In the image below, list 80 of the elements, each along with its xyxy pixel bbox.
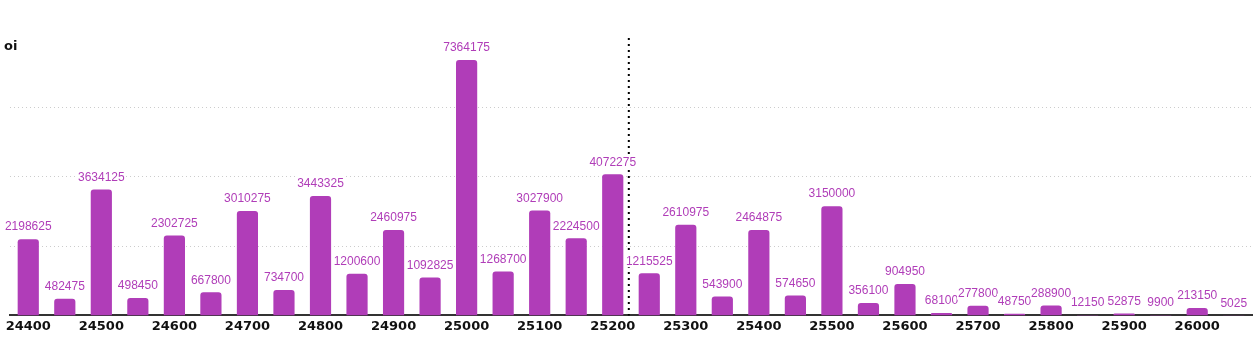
bar <box>565 238 587 316</box>
x-tick-label: 25700 <box>955 317 1001 333</box>
x-tick-label: 25100 <box>517 317 563 333</box>
data-label: 1200600 <box>333 254 381 269</box>
data-label: 734700 <box>263 270 305 285</box>
data-label: 543900 <box>702 276 743 291</box>
data-label: 574650 <box>775 275 816 290</box>
bar <box>17 239 39 316</box>
x-tick-label: 24600 <box>151 317 197 333</box>
bar <box>638 273 660 316</box>
data-label: 5025 <box>1220 295 1248 310</box>
bar <box>346 273 368 316</box>
x-tick-label: 24400 <box>5 317 51 333</box>
data-label: 2460975 <box>370 210 418 225</box>
bar <box>967 305 989 316</box>
data-label: 12150 <box>1070 295 1105 310</box>
x-tick-label: 24500 <box>78 317 124 333</box>
data-label: 3027900 <box>516 190 564 205</box>
bar <box>54 298 76 316</box>
bar <box>492 271 514 316</box>
data-label: 2198625 <box>4 219 52 234</box>
data-label: 482475 <box>44 278 86 293</box>
x-tick-label: 25500 <box>809 317 855 333</box>
data-label: 2464875 <box>735 210 783 225</box>
data-label: 7364175 <box>443 40 491 55</box>
x-tick-label: 25400 <box>736 317 782 333</box>
bar <box>309 196 332 316</box>
data-label: 48750 <box>997 294 1032 309</box>
y-axis-title: oi <box>4 38 18 53</box>
bar <box>163 235 185 316</box>
bar <box>1186 308 1208 316</box>
bar <box>419 277 441 316</box>
data-label: 68100 <box>924 293 959 308</box>
data-label: 1268700 <box>479 251 527 266</box>
bar <box>273 289 295 316</box>
bar <box>90 189 112 316</box>
bar <box>748 229 770 316</box>
data-label: 498450 <box>117 278 159 293</box>
data-label: 1092825 <box>406 257 454 272</box>
bar <box>1040 305 1062 316</box>
x-tick-label: 24900 <box>370 317 417 333</box>
data-label: 2302725 <box>151 215 199 230</box>
data-label: 667800 <box>190 272 232 287</box>
data-label: 3634125 <box>77 169 126 184</box>
bar <box>529 210 551 316</box>
x-tick-label: 25200 <box>590 317 636 333</box>
x-tick-label: 25000 <box>444 317 490 333</box>
data-label: 904950 <box>884 264 926 279</box>
data-label: 3150000 <box>808 186 856 201</box>
bar <box>382 230 405 316</box>
bar <box>894 284 916 316</box>
data-label: 288900 <box>1031 285 1072 300</box>
bar <box>200 292 222 316</box>
data-label: 3010275 <box>224 191 272 206</box>
x-tick-label: 26000 <box>1174 317 1220 333</box>
bar <box>711 296 733 316</box>
bar <box>857 303 880 316</box>
x-tick-label: 25900 <box>1101 317 1147 333</box>
data-label: 1215525 <box>625 253 673 268</box>
data-label: 2610975 <box>662 205 710 220</box>
x-tick-label: 25600 <box>882 317 928 333</box>
bar <box>602 174 624 316</box>
bar <box>127 298 149 316</box>
data-label: 356100 <box>848 283 889 298</box>
data-label: 9900 <box>1147 295 1175 310</box>
x-tick-label: 25800 <box>1028 317 1074 333</box>
data-label: 52875 <box>1107 293 1142 308</box>
bar <box>821 206 843 316</box>
data-label: 2224500 <box>552 218 600 233</box>
bar <box>784 295 806 316</box>
bar <box>675 224 697 316</box>
x-tick-label: 24700 <box>224 317 271 333</box>
bar <box>456 60 478 316</box>
bar <box>236 211 259 316</box>
x-tick-label: 24800 <box>297 317 344 333</box>
data-label: 3443325 <box>297 176 345 191</box>
data-label: 4072275 <box>589 154 637 169</box>
x-tick-label: 25300 <box>663 317 709 333</box>
data-label: 213150 <box>1177 288 1218 303</box>
data-label: 277800 <box>958 286 999 301</box>
